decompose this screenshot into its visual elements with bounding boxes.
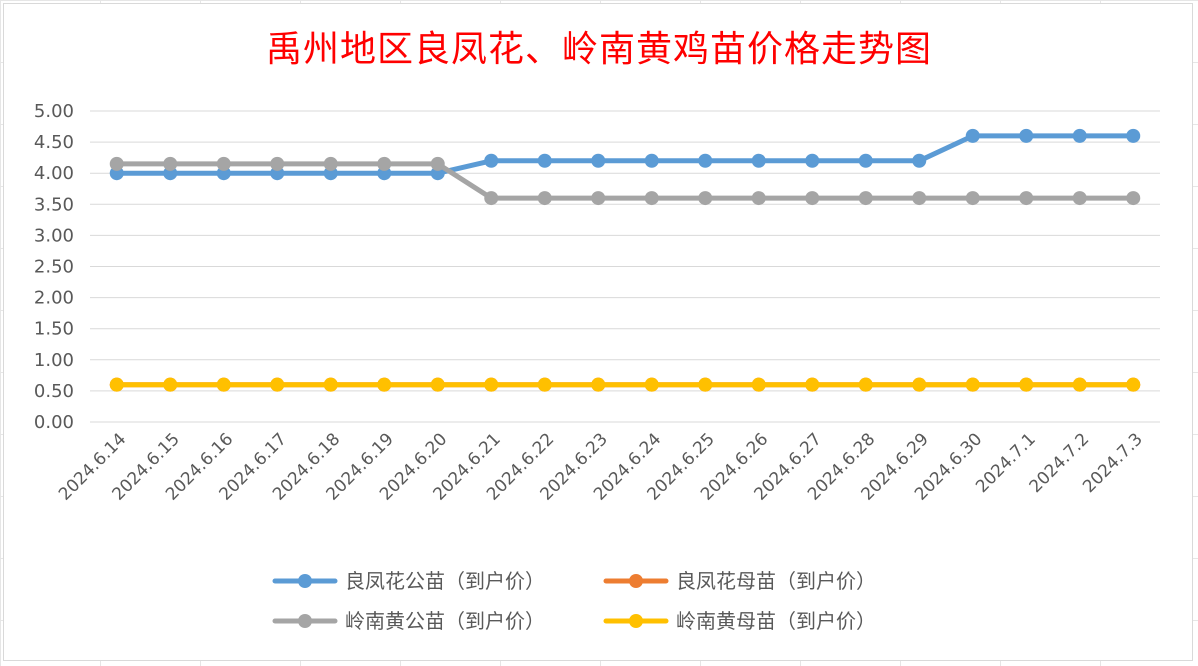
- legend-item[interactable]: 岭南黄母苗（到户价）: [603, 609, 876, 633]
- data-point[interactable]: [1072, 128, 1087, 143]
- data-point[interactable]: [1126, 128, 1141, 143]
- data-point[interactable]: [484, 153, 499, 168]
- data-point[interactable]: [644, 153, 659, 168]
- y-tick-label: 2.50: [34, 257, 74, 278]
- data-point[interactable]: [591, 377, 606, 392]
- x-axis-ticks: 2024.6.142024.6.152024.6.162024.6.172024…: [55, 429, 1147, 504]
- data-point[interactable]: [858, 153, 873, 168]
- legend-item[interactable]: 岭南黄公苗（到户价）: [272, 609, 545, 633]
- data-point[interactable]: [1019, 128, 1034, 143]
- data-point[interactable]: [805, 191, 820, 206]
- legend-label: 良凤花公苗（到户价）: [345, 569, 545, 593]
- data-point[interactable]: [1072, 377, 1087, 392]
- data-point[interactable]: [377, 156, 392, 171]
- chart-area[interactable]: [3, 3, 1193, 661]
- y-tick-label: 2.00: [34, 288, 74, 309]
- data-point[interactable]: [1072, 191, 1087, 206]
- data-point[interactable]: [965, 191, 980, 206]
- data-point[interactable]: [591, 153, 606, 168]
- data-point[interactable]: [270, 377, 285, 392]
- data-point[interactable]: [537, 377, 552, 392]
- data-point[interactable]: [323, 377, 338, 392]
- chart-title: 禹州地区良凤花、岭南黄鸡苗价格走势图: [265, 29, 932, 70]
- y-tick-label: 1.00: [34, 350, 74, 371]
- y-tick-label: 0.00: [34, 412, 74, 433]
- data-point[interactable]: [751, 191, 766, 206]
- data-point[interactable]: [698, 191, 713, 206]
- data-point[interactable]: [965, 128, 980, 143]
- data-point[interactable]: [1126, 377, 1141, 392]
- data-point[interactable]: [698, 153, 713, 168]
- data-point[interactable]: [270, 156, 285, 171]
- data-point[interactable]: [377, 377, 392, 392]
- data-point[interactable]: [163, 156, 178, 171]
- series-lines: [109, 128, 1141, 392]
- y-tick-label: 3.00: [34, 225, 74, 246]
- data-point[interactable]: [698, 377, 713, 392]
- legend-item[interactable]: 良凤花母苗（到户价）: [603, 569, 876, 593]
- legend: 良凤花公苗（到户价） 良凤花母苗（到户价） 岭南黄公苗（到户价） 岭南黄母苗（到户价）: [272, 569, 876, 633]
- data-point[interactable]: [430, 156, 445, 171]
- legend-label: 岭南黄公苗（到户价）: [345, 609, 545, 633]
- legend-label: 良凤花母苗（到户价）: [676, 569, 876, 593]
- data-point[interactable]: [216, 377, 231, 392]
- data-point[interactable]: [751, 153, 766, 168]
- y-tick-label: 3.50: [34, 194, 74, 215]
- data-point[interactable]: [858, 377, 873, 392]
- legend-marker: [629, 614, 643, 628]
- data-point[interactable]: [912, 191, 927, 206]
- legend-label: 岭南黄母苗（到户价）: [676, 609, 876, 633]
- data-point[interactable]: [109, 156, 124, 171]
- data-point[interactable]: [751, 377, 766, 392]
- data-point[interactable]: [1019, 377, 1034, 392]
- legend-marker: [298, 574, 312, 588]
- data-point[interactable]: [1126, 191, 1141, 206]
- data-point[interactable]: [805, 153, 820, 168]
- data-point[interactable]: [537, 191, 552, 206]
- data-point[interactable]: [484, 191, 499, 206]
- data-point[interactable]: [484, 377, 499, 392]
- data-point[interactable]: [1019, 191, 1034, 206]
- data-point[interactable]: [805, 377, 820, 392]
- gridlines: [90, 110, 1160, 423]
- data-point[interactable]: [537, 153, 552, 168]
- data-point[interactable]: [644, 377, 659, 392]
- legend-marker: [298, 614, 312, 628]
- data-point[interactable]: [912, 377, 927, 392]
- legend-item[interactable]: 良凤花公苗（到户价）: [272, 569, 545, 593]
- data-point[interactable]: [912, 153, 927, 168]
- legend-marker: [629, 574, 643, 588]
- data-point[interactable]: [163, 377, 178, 392]
- data-point[interactable]: [323, 156, 338, 171]
- data-point[interactable]: [858, 191, 873, 206]
- data-point[interactable]: [591, 191, 606, 206]
- series-1: [109, 128, 1141, 181]
- series-3: [109, 156, 1141, 206]
- data-point[interactable]: [216, 156, 231, 171]
- y-tick-label: 4.50: [34, 132, 74, 153]
- data-point[interactable]: [965, 377, 980, 392]
- series-line: [114, 133, 1136, 176]
- y-axis-ticks: 0.00 0.50 1.00 1.50 2.00 2.50 3.00 3.50 4.00 4.50…: [34, 101, 74, 433]
- data-point[interactable]: [109, 377, 124, 392]
- data-point[interactable]: [430, 377, 445, 392]
- y-tick-label: 0.50: [34, 381, 74, 402]
- series-4: [109, 377, 1141, 392]
- y-tick-label: 5.00: [34, 101, 74, 122]
- y-tick-label: 4.00: [34, 163, 74, 184]
- series-line: [114, 161, 1136, 201]
- y-tick-label: 1.50: [34, 319, 74, 340]
- data-point[interactable]: [644, 191, 659, 206]
